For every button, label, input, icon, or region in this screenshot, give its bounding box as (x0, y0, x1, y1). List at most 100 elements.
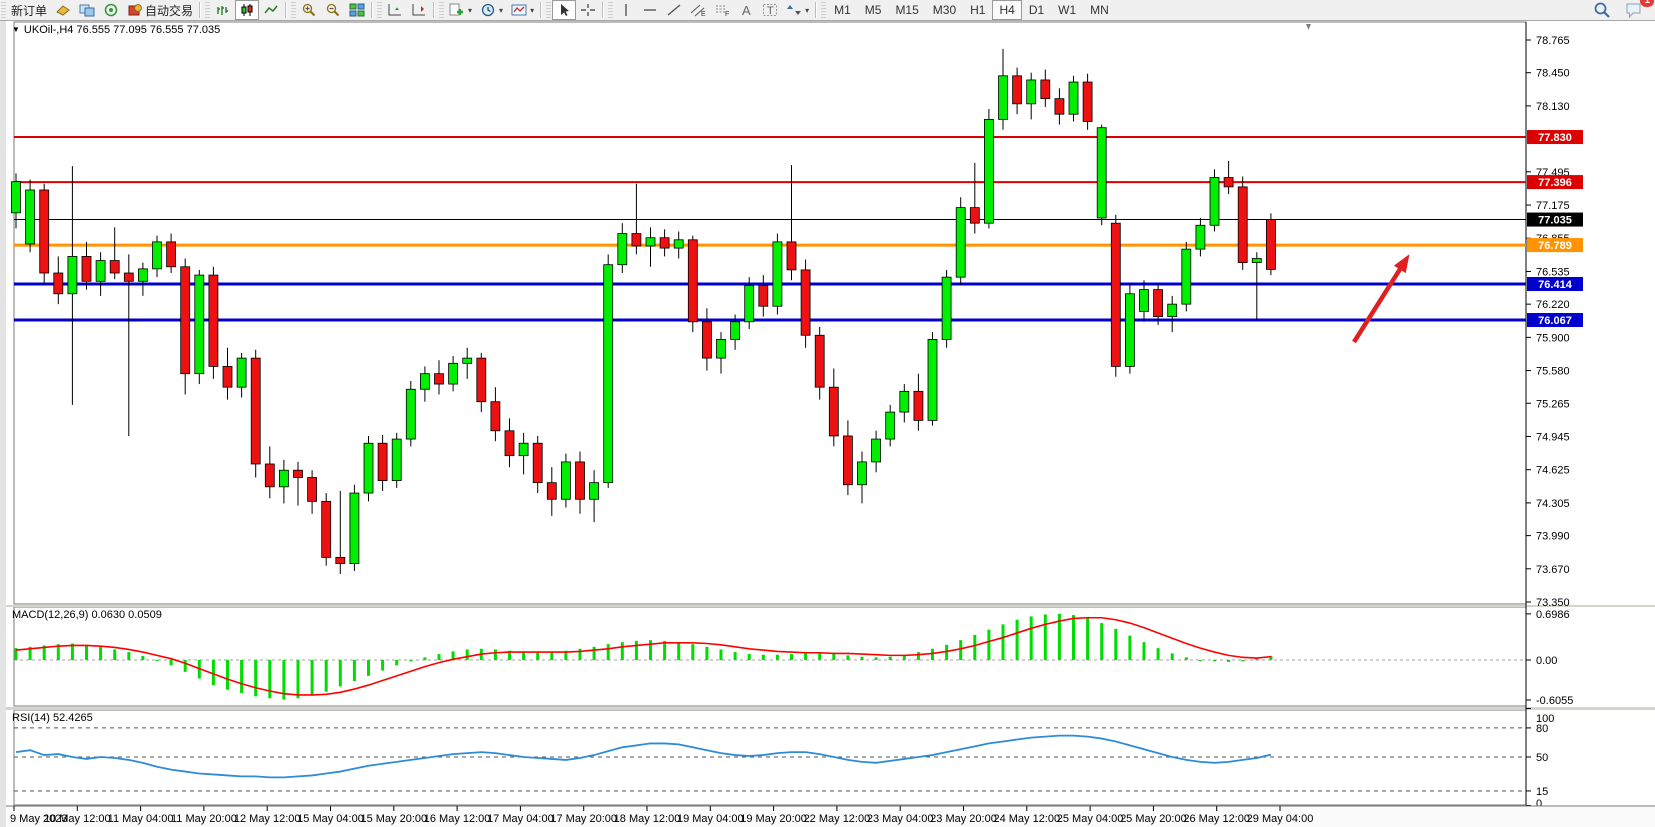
toolbar-drag-handle[interactable] (377, 2, 383, 18)
macd-bar (367, 660, 370, 676)
chart-shift-marker[interactable] (1306, 24, 1311, 30)
toolbar-drag-handle[interactable] (821, 2, 827, 18)
caret-down-icon[interactable]: ▾ (468, 5, 473, 15)
chart-dropdown-icon[interactable]: ▼ (12, 25, 20, 34)
macd-bar (761, 654, 765, 660)
tf-MN[interactable]: MN (1083, 0, 1116, 20)
arrows-button[interactable]: ▾ (782, 0, 813, 20)
new-order-button[interactable]: 新订单 (7, 0, 51, 20)
toolbar-group (383, 0, 431, 20)
channel-button[interactable]: E (686, 0, 710, 20)
macd-bar (1043, 614, 1047, 660)
chart-canvas[interactable]: 78.76578.45078.13077.49577.17576.85576.5… (6, 21, 1655, 827)
time-tick-label: 29 May 04:00 (1247, 813, 1314, 825)
profiles-icon-button[interactable] (51, 0, 75, 20)
template-icon (511, 3, 527, 17)
tf-H4[interactable]: H4 (992, 0, 1022, 20)
label-button[interactable]: T (758, 0, 782, 20)
text-button[interactable]: A (734, 0, 758, 20)
annotation-arrow[interactable] (1352, 254, 1410, 344)
toolbar-drag-handle[interactable] (439, 2, 445, 18)
fibo-button[interactable]: F (710, 0, 734, 20)
macd-bar (141, 656, 145, 660)
toolbar-drag-handle[interactable] (546, 2, 552, 18)
candle (1125, 283, 1135, 374)
hline-button[interactable] (638, 0, 662, 20)
time-tick-label: 22 May 12:00 (804, 813, 871, 825)
macd-bar (973, 634, 977, 660)
macd-bar (804, 653, 808, 660)
cursor-button[interactable] (552, 0, 577, 20)
time-axis-strip[interactable] (6, 806, 1655, 827)
macd-bar (493, 649, 497, 660)
new-order-button-label: 新订单 (11, 3, 48, 18)
periods-button[interactable]: ▾ (476, 0, 507, 20)
tf-M15[interactable]: M15 (888, 0, 925, 20)
chart-window[interactable]: ▼ UKOil-,H4 76.555 77.095 76.555 77.035 M… (0, 21, 1655, 827)
candle (236, 352, 247, 398)
macd-bar (592, 646, 596, 660)
pane-splitter[interactable] (6, 605, 1655, 607)
market-watch-icon-button[interactable] (75, 0, 99, 20)
time-tick-label: 23 May 04:00 (867, 813, 934, 825)
indicators-icon (449, 3, 465, 17)
candlestick-chart-button[interactable] (235, 0, 260, 20)
vline-button[interactable] (614, 0, 638, 20)
candle (222, 347, 233, 400)
tf-W1[interactable]: W1 (1051, 0, 1083, 20)
auto-scroll-button[interactable] (383, 0, 407, 20)
tf-M5[interactable]: M5 (858, 0, 889, 20)
candle (434, 360, 444, 395)
macd-indicator-label: MACD(12,26,9) 0.0630 0.0509 (12, 609, 162, 621)
toolbar-drag-handle[interactable] (608, 2, 614, 18)
candle (208, 266, 219, 379)
line-chart-button[interactable] (259, 0, 283, 20)
caret-down-icon[interactable]: ▾ (530, 5, 535, 15)
tf-M1[interactable]: M1 (827, 0, 858, 20)
macd-bar (634, 640, 638, 660)
macd-bar (381, 660, 385, 671)
zoom-out-button[interactable] (321, 0, 345, 20)
tile-windows-button[interactable] (345, 0, 369, 20)
caret-down-icon[interactable]: ▾ (499, 5, 504, 15)
macd-bar (578, 648, 582, 660)
crosshair-button[interactable] (576, 0, 600, 20)
candle (1040, 69, 1051, 107)
trendline-button[interactable] (662, 0, 686, 20)
indicators-button[interactable]: ▾ (445, 0, 476, 20)
autotrading-button[interactable]: 自动交易 (123, 0, 197, 20)
macd-bar (42, 645, 46, 660)
candle (194, 269, 205, 385)
macd-bar (1269, 655, 1273, 660)
main-pane[interactable] (13, 21, 1527, 605)
search-button[interactable] (1589, 0, 1615, 20)
tf-M30[interactable]: M30 (926, 0, 963, 20)
macd-bar (296, 660, 300, 699)
signal-icon (103, 3, 119, 17)
caret-down-icon[interactable]: ▾ (805, 5, 810, 15)
candle (490, 387, 501, 442)
macd-bar (719, 649, 723, 660)
toolbar-drag-handle[interactable] (291, 2, 297, 18)
chat-button[interactable] (1621, 0, 1647, 20)
candle (123, 254, 134, 436)
toolbar-drag-handle[interactable] (205, 2, 211, 18)
bar-chart-button[interactable] (211, 0, 235, 20)
chart-title: ▼ UKOil-,H4 76.555 77.095 76.555 77.035 (12, 24, 220, 36)
chart-shift-button[interactable] (407, 0, 431, 20)
tf-H1[interactable]: H1 (963, 0, 992, 20)
macd-bar (931, 648, 934, 660)
templates-button[interactable]: ▾ (507, 0, 538, 20)
candle (546, 467, 557, 516)
candle (1012, 67, 1022, 115)
toolbar-separator (815, 2, 818, 18)
market-watch-icon (79, 3, 95, 17)
toolbar-drag-handle[interactable] (1, 2, 6, 18)
zoom-in-button[interactable] (297, 0, 321, 20)
tf-D1[interactable]: D1 (1022, 0, 1051, 20)
signal-icon-button[interactable] (99, 0, 123, 20)
toolbar-separator (433, 2, 436, 18)
pane-splitter[interactable] (6, 707, 1655, 710)
candle (575, 451, 585, 514)
